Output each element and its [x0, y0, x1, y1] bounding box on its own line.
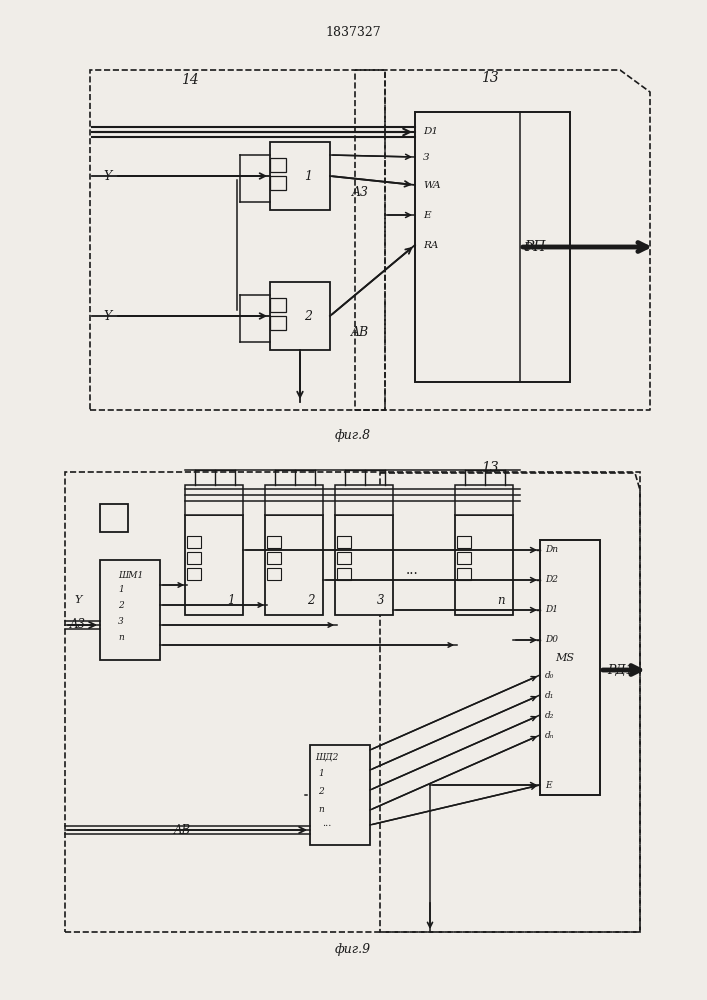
Text: Dn: Dn [545, 546, 558, 554]
Text: D1: D1 [545, 605, 558, 614]
Text: РД1: РД1 [607, 664, 633, 676]
Bar [457, 568, 471, 580]
Bar [265, 485, 323, 515]
Bar [187, 552, 201, 564]
Text: 2: 2 [308, 593, 315, 606]
Text: A3: A3 [70, 618, 86, 632]
Text: 1837327: 1837327 [325, 25, 381, 38]
Text: AB: AB [173, 824, 191, 836]
Bar [270, 282, 330, 350]
Text: WA: WA [423, 180, 440, 190]
Text: D0: D0 [545, 636, 558, 645]
Bar [65, 472, 640, 932]
Text: 2: 2 [304, 310, 312, 322]
Text: RA: RA [423, 240, 438, 249]
Bar [265, 515, 323, 615]
Text: 13: 13 [481, 71, 499, 85]
Text: РП: РП [525, 240, 546, 254]
Bar [267, 536, 281, 548]
Bar [415, 112, 570, 382]
Bar [455, 485, 513, 515]
Text: Y: Y [104, 169, 112, 182]
Bar [457, 536, 471, 548]
Text: 3: 3 [118, 617, 124, 626]
Text: ...: ... [322, 818, 332, 828]
Text: dₙ: dₙ [545, 730, 554, 740]
Bar [457, 552, 471, 564]
Text: 3: 3 [378, 593, 385, 606]
Text: Y: Y [104, 310, 112, 322]
Bar [337, 552, 351, 564]
Bar [270, 142, 330, 210]
Text: ...: ... [406, 563, 419, 577]
Bar [267, 552, 281, 564]
Text: n: n [497, 593, 505, 606]
Text: Y: Y [74, 595, 82, 605]
Text: E: E [423, 211, 431, 220]
Text: n: n [318, 804, 324, 814]
Bar [540, 540, 600, 795]
Text: 14: 14 [181, 73, 199, 87]
Bar [185, 515, 243, 615]
Bar [337, 568, 351, 580]
Bar [337, 536, 351, 548]
Bar [100, 504, 128, 532]
Bar [187, 536, 201, 548]
Text: 2: 2 [318, 786, 324, 796]
Bar [310, 745, 370, 845]
Bar [100, 560, 160, 660]
Text: 3: 3 [423, 152, 430, 161]
Text: D₀: D₀ [523, 242, 537, 252]
Text: фиг.9: фиг.9 [335, 944, 371, 956]
Text: 1: 1 [227, 593, 235, 606]
Text: d₁: d₁ [545, 690, 554, 700]
Text: D1: D1 [423, 127, 438, 136]
Text: МS: МS [555, 653, 574, 663]
Bar [187, 568, 201, 580]
Text: фиг.8: фиг.8 [335, 428, 371, 442]
Text: 1: 1 [304, 169, 312, 182]
Text: 2: 2 [118, 601, 124, 610]
Text: D2: D2 [545, 576, 558, 584]
Bar [270, 316, 286, 330]
Text: E: E [545, 780, 551, 790]
Text: n: n [118, 634, 124, 643]
Bar [267, 568, 281, 580]
Text: ШМ1: ШМ1 [118, 570, 144, 580]
Text: d₂: d₂ [545, 710, 554, 720]
Bar [185, 485, 243, 515]
Text: 13: 13 [481, 461, 499, 475]
Bar [335, 485, 393, 515]
Text: ШД2: ШД2 [315, 752, 339, 762]
Text: AB: AB [351, 326, 369, 338]
Bar [90, 70, 385, 410]
Text: A3: A3 [351, 186, 368, 198]
Bar [270, 158, 286, 172]
Text: 1: 1 [118, 585, 124, 594]
Bar [335, 515, 393, 615]
Bar [270, 298, 286, 312]
Text: 1: 1 [318, 768, 324, 778]
Bar [455, 515, 513, 615]
Text: d₀: d₀ [545, 670, 554, 680]
Bar [270, 176, 286, 190]
